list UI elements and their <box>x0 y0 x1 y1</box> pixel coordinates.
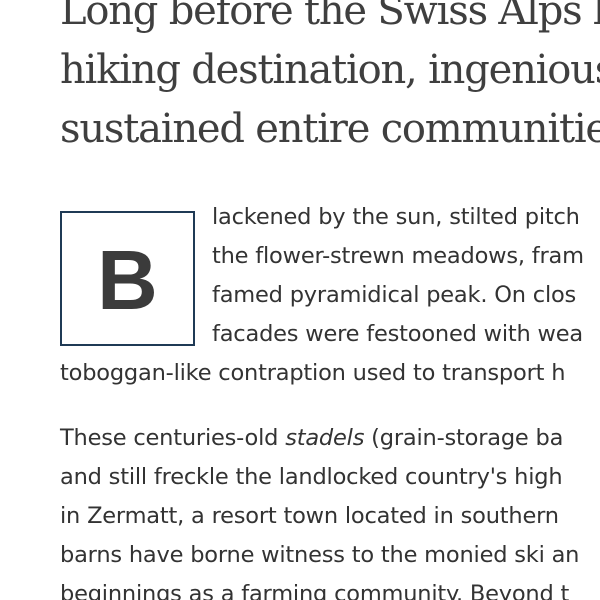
headline-line: hiking destination, ingeniously <box>60 47 600 93</box>
paragraph-1-line: the flower-strewn meadows, fram <box>212 243 584 269</box>
paragraph-1-line: facades were festooned with wea <box>212 321 583 347</box>
paragraph-1-line: lackened by the sun, stilted pitch <box>212 204 580 230</box>
article-headline: Long before the Swiss Alps bec hiking de… <box>60 0 600 159</box>
stadels-term: stadels <box>285 425 365 451</box>
paragraph-2-line: and still freckle the landlocked country… <box>60 464 563 490</box>
drop-cap-box: B <box>60 211 195 346</box>
paragraph-2-line: beginnings as a farming community. Beyon… <box>60 581 570 600</box>
paragraph-2-text: (grain-storage ba <box>364 425 564 451</box>
drop-cap-letter: B <box>97 232 158 327</box>
paragraph-1-line: famed pyramidical peak. On clos <box>212 282 577 308</box>
paragraph-2-line: barns have borne witness to the monied s… <box>60 542 580 568</box>
paragraph-2-line: in Zermatt, a resort town located in sou… <box>60 503 559 529</box>
paragraph-2-text: These centuries-old <box>60 425 286 451</box>
headline-line: Long before the Swiss Alps bec <box>60 0 600 34</box>
paragraph-1-line: toboggan-like contraption used to transp… <box>60 360 566 386</box>
headline-line: sustained entire communities. <box>60 106 600 152</box>
paragraph-2-line: These centuries-old stadels (grain-stora… <box>60 419 563 458</box>
